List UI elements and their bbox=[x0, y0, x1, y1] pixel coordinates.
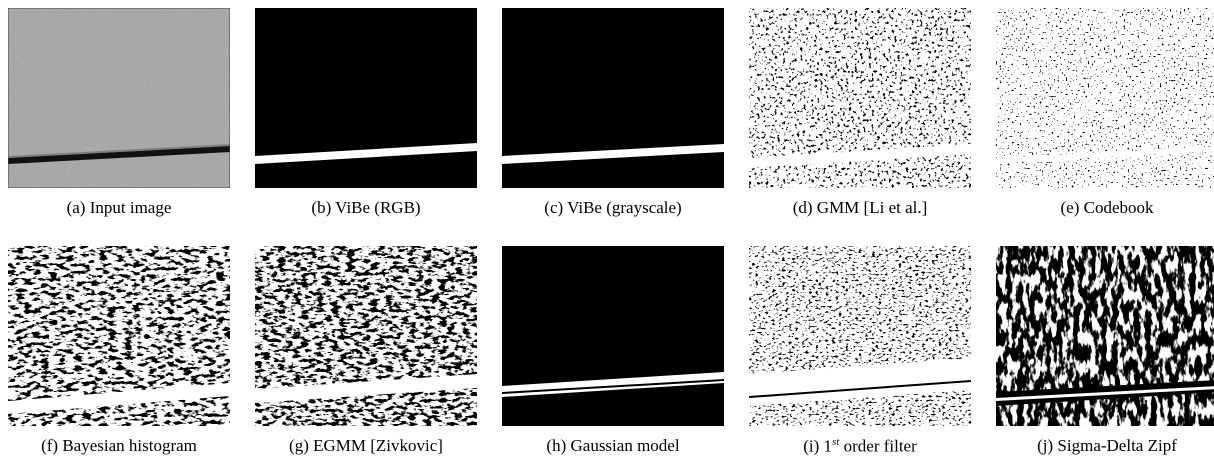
panel-c: (c) ViBe (grayscale) bbox=[502, 8, 724, 218]
panel-h: (h) Gaussian model bbox=[502, 246, 724, 456]
vibe-rgb-mask bbox=[255, 8, 477, 188]
vibe-grayscale-mask bbox=[502, 8, 724, 188]
panel-f: (f) Bayesian histogram bbox=[8, 246, 230, 456]
caption-i-suffix: order filter bbox=[839, 436, 917, 456]
panel-j: (j) Sigma-Delta Zipf bbox=[996, 246, 1214, 456]
caption-c: (c) ViBe (grayscale) bbox=[544, 198, 682, 217]
caption-e: (e) Codebook bbox=[1060, 198, 1154, 217]
caption-j: (j) Sigma-Delta Zipf bbox=[1037, 436, 1177, 455]
bayesian-histogram-mask bbox=[8, 246, 230, 426]
caption-f: (f) Bayesian histogram bbox=[41, 436, 197, 455]
panel-b: (b) ViBe (RGB) bbox=[255, 8, 477, 218]
caption-a: (a) Input image bbox=[66, 198, 172, 217]
first-order-filter-mask bbox=[749, 246, 971, 426]
sigma-delta-zipf-mask bbox=[996, 246, 1214, 426]
panel-e: (e) Codebook bbox=[996, 8, 1214, 218]
gmm-mask bbox=[749, 8, 971, 188]
gaussian-model-mask bbox=[502, 246, 724, 426]
caption-i: (i) 1st order filter bbox=[749, 436, 971, 457]
panel-d: (d) GMM [Li et al.] bbox=[749, 8, 971, 218]
egmm-mask bbox=[255, 246, 477, 426]
panel-a: (a) Input image bbox=[8, 8, 230, 218]
caption-h: (h) Gaussian model bbox=[546, 436, 680, 455]
input-image bbox=[8, 8, 230, 188]
codebook-mask bbox=[996, 8, 1214, 188]
panel-g: (g) EGMM [Zivkovic] bbox=[255, 246, 477, 456]
caption-b: (b) ViBe (RGB) bbox=[311, 198, 421, 217]
panel-i: (i) 1st order filter bbox=[749, 246, 971, 457]
caption-i-prefix: (i) 1 bbox=[803, 436, 833, 456]
caption-d: (d) GMM [Li et al.] bbox=[792, 198, 928, 217]
caption-g: (g) EGMM [Zivkovic] bbox=[289, 436, 443, 455]
caption-i-sup: st bbox=[832, 436, 840, 448]
